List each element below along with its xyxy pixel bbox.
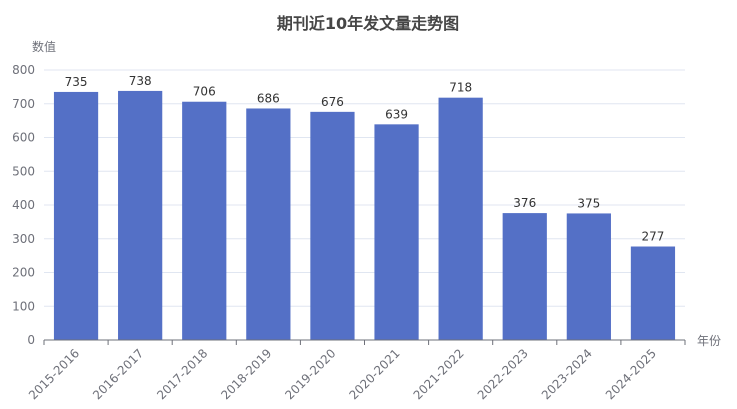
y-axis-label: 数值: [32, 39, 56, 54]
y-tick-label: 0: [27, 333, 35, 347]
bar-value-label: 376: [513, 196, 536, 210]
bar: [630, 246, 676, 340]
y-tick-label: 200: [12, 266, 35, 280]
bar-value-label: 706: [193, 85, 216, 99]
bars: [53, 90, 676, 341]
bar-value-label: 718: [449, 81, 472, 95]
x-tick-label: 2016-2017: [90, 346, 146, 402]
bar: [246, 108, 291, 340]
bar: [53, 91, 99, 340]
chart-title: 期刊近10年发文量走势图: [277, 14, 459, 33]
y-tick-label: 400: [12, 198, 35, 212]
x-tick-label: 2023-2024: [539, 346, 595, 402]
x-tick-label: 2020-2021: [347, 346, 403, 402]
bar: [118, 90, 163, 340]
bar: [310, 111, 355, 340]
data-labels: 735 738 706 686 676 639 718 376 375 277: [65, 74, 665, 244]
x-tick-label: 2019-2020: [282, 346, 338, 402]
bar-value-label: 676: [321, 95, 344, 109]
bar: [374, 124, 419, 341]
x-tick-label: 2021-2022: [411, 346, 467, 402]
bar-value-label: 639: [385, 107, 408, 121]
bar: [182, 101, 227, 340]
y-tick-label: 100: [12, 299, 35, 313]
bar-value-label: 686: [257, 91, 280, 105]
bar-value-label: 375: [577, 196, 600, 210]
x-tick-label: 2015-2016: [26, 346, 82, 402]
y-tick-label: 600: [12, 131, 35, 145]
bar-value-label: 277: [641, 230, 664, 244]
x-tick-label: 2017-2018: [154, 346, 210, 402]
bar-value-label: 738: [129, 74, 152, 88]
y-tick-label: 700: [12, 97, 35, 111]
bar: [502, 213, 547, 340]
bar: [438, 97, 483, 340]
x-tick-label: 2024-2025: [603, 346, 659, 402]
bar: [566, 213, 611, 340]
x-axis-label: 年份: [697, 334, 721, 348]
x-tick-label: 2022-2023: [475, 346, 531, 402]
y-tick-label: 500: [12, 164, 35, 178]
y-tick-label: 800: [12, 63, 35, 77]
x-tick-label: 2018-2019: [218, 346, 274, 402]
bar-value-label: 735: [65, 75, 88, 89]
y-tick-label: 300: [12, 232, 35, 246]
